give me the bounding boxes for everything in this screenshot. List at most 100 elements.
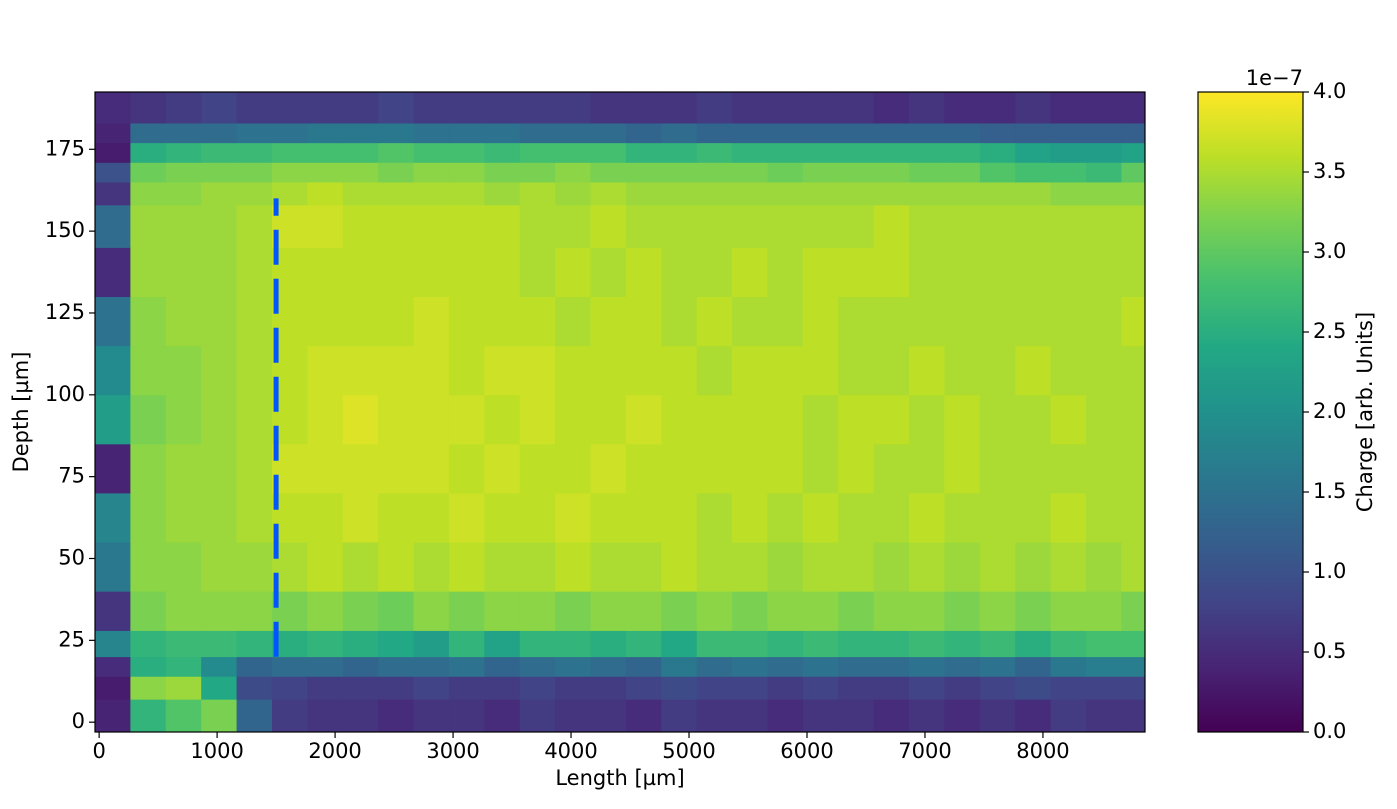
heatmap-cell — [165, 394, 202, 445]
heatmap-cell — [342, 699, 379, 732]
heatmap-cell — [732, 542, 768, 592]
heatmap-cell — [909, 443, 945, 494]
heatmap-cell — [590, 247, 627, 298]
heatmap-cell — [979, 656, 1016, 677]
heatmap-cell — [484, 591, 521, 631]
heatmap-cell — [802, 656, 839, 677]
heatmap-cell — [767, 493, 804, 543]
heatmap-cell — [519, 204, 556, 248]
heatmap-cell — [1015, 630, 1052, 658]
heatmap-cell — [448, 591, 485, 631]
heatmap-cell — [909, 676, 945, 700]
heatmap-cell — [1050, 630, 1087, 658]
heatmap-cell — [1015, 591, 1052, 631]
heatmap-cell — [873, 345, 910, 396]
heatmap-cell — [979, 542, 1016, 592]
heatmap-cell — [979, 92, 1016, 124]
heatmap-cell — [696, 204, 733, 248]
heatmap-cell — [95, 443, 131, 494]
heatmap-cell — [130, 162, 167, 183]
heatmap-cell — [1121, 443, 1145, 494]
heatmap-cell — [165, 656, 202, 677]
heatmap-cell — [1015, 676, 1052, 700]
heatmap-cell — [201, 676, 237, 700]
heatmap-cell — [236, 699, 273, 732]
heatmap-cell — [944, 296, 981, 347]
heatmap-cell — [838, 394, 875, 445]
heatmap-cell — [590, 493, 627, 543]
heatmap-cell — [838, 345, 875, 396]
heatmap-cell — [519, 542, 556, 592]
heatmap-cell — [413, 123, 450, 144]
heatmap-cell — [1015, 542, 1052, 592]
heatmap-cell — [484, 182, 521, 206]
heatmap-cell — [130, 443, 167, 494]
heatmap-cell — [1086, 443, 1122, 494]
heatmap-cell — [307, 493, 344, 543]
heatmap-cell — [944, 142, 981, 163]
heatmap-cell — [130, 699, 167, 732]
heatmap-cell — [661, 591, 698, 631]
heatmap-cell — [1086, 394, 1122, 445]
heatmap-cell — [590, 676, 627, 700]
heatmap-cell — [979, 162, 1016, 183]
heatmap-cell — [555, 394, 591, 445]
heatmap-cell — [802, 493, 839, 543]
heatmap-cell — [95, 630, 131, 658]
heatmap-cell — [873, 247, 910, 298]
heatmap-cell — [201, 656, 237, 677]
heatmap-cell — [378, 591, 414, 631]
heatmap-cell — [767, 162, 804, 183]
heatmap-cell — [1050, 345, 1087, 396]
heatmap-cell — [342, 542, 379, 592]
heatmap-cell — [130, 345, 167, 396]
heatmap-cell — [732, 204, 768, 248]
heatmap-cell — [838, 493, 875, 543]
heatmap-cell — [484, 630, 521, 658]
heatmap-cell — [1015, 394, 1052, 445]
heatmap-cell — [696, 142, 733, 163]
heatmap-cell — [378, 443, 414, 494]
colorbar-tick-label: 4.0 — [1313, 79, 1346, 103]
heatmap-cell — [873, 591, 910, 631]
heatmap-cell — [1121, 542, 1145, 592]
heatmap-cell — [413, 630, 450, 658]
heatmap-cell — [1050, 676, 1087, 700]
heatmap-cell — [130, 591, 167, 631]
heatmap-cell — [307, 142, 344, 163]
heatmap-cell — [909, 591, 945, 631]
heatmap-cell — [909, 92, 945, 124]
heatmap-cell — [378, 542, 414, 592]
heatmap-cell — [1050, 182, 1087, 206]
heatmap-cell — [661, 296, 698, 347]
colorbar-tick-label: 1.5 — [1313, 479, 1346, 503]
heatmap-cell — [271, 656, 308, 677]
heatmap-cell — [838, 142, 875, 163]
x-tick-label: 1000 — [190, 739, 243, 763]
heatmap-cell — [519, 296, 556, 347]
heatmap-cell — [1121, 699, 1145, 732]
heatmap-cell — [696, 656, 733, 677]
heatmap-cell — [236, 345, 273, 396]
heatmap-cell — [625, 142, 662, 163]
heatmap-cell — [307, 591, 344, 631]
heatmap-cell — [732, 182, 768, 206]
heatmap-cell — [625, 542, 662, 592]
heatmap-cell — [1086, 542, 1122, 592]
heatmap-cell — [165, 493, 202, 543]
heatmap-cell — [767, 182, 804, 206]
colorbar-tick-label: 2.5 — [1313, 319, 1346, 343]
heatmap-cell — [696, 247, 733, 298]
heatmap-cell — [519, 699, 556, 732]
heatmap-cell — [979, 296, 1016, 347]
heatmap-cell — [236, 591, 273, 631]
heatmap-cell — [95, 296, 131, 347]
heatmap-cell — [909, 542, 945, 592]
heatmap-cell — [625, 443, 662, 494]
heatmap-cell — [1050, 123, 1087, 144]
heatmap-cell — [130, 394, 167, 445]
colorbar-tick-label: 1.0 — [1313, 559, 1346, 583]
heatmap-cell — [838, 630, 875, 658]
heatmap-cell — [1121, 676, 1145, 700]
heatmap-cell — [909, 493, 945, 543]
